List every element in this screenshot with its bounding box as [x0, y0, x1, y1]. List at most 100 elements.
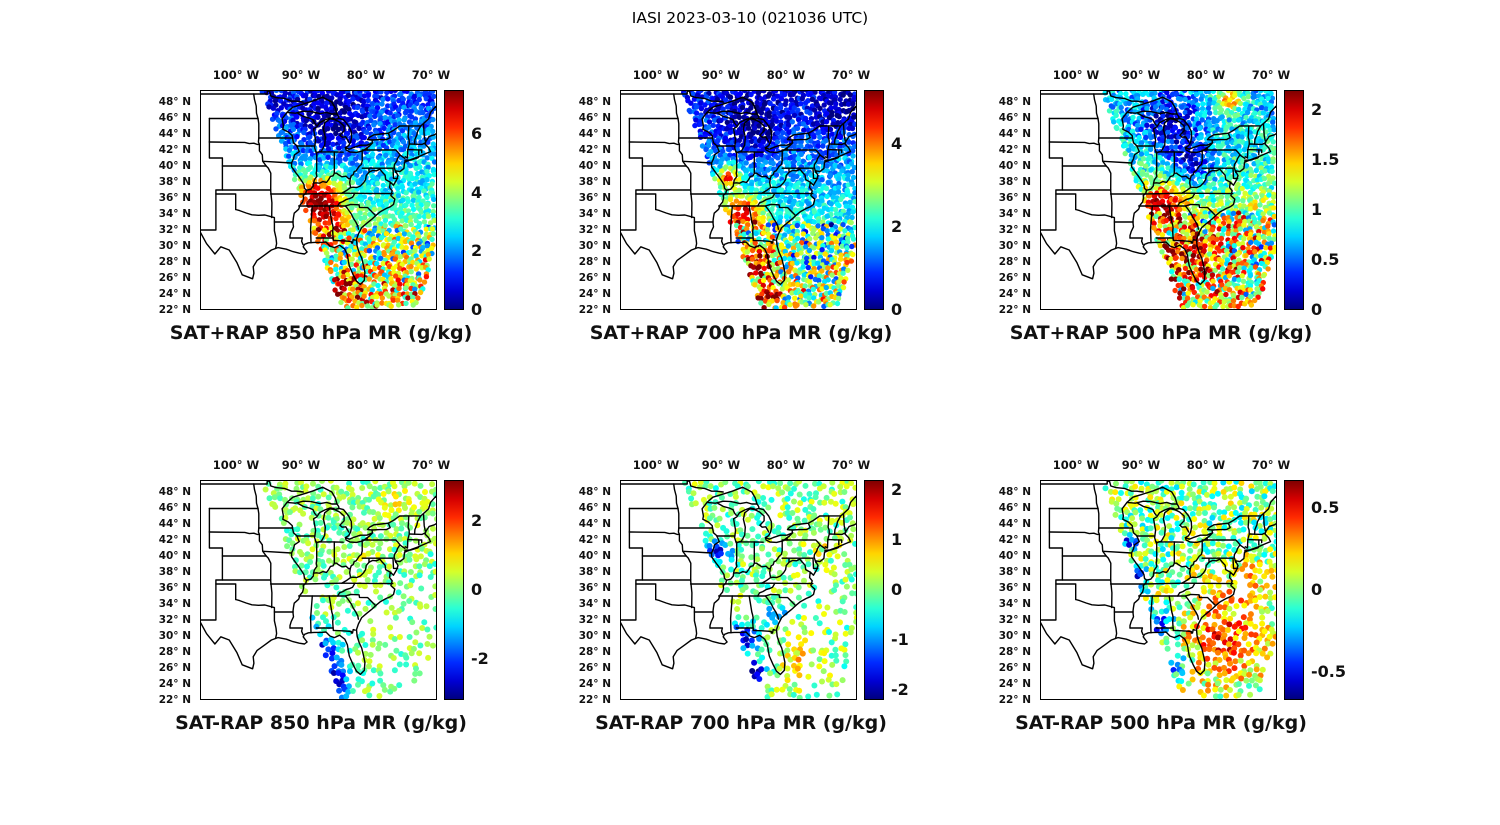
lat-tick-label: 42° N	[578, 144, 611, 156]
map-plot	[200, 480, 437, 700]
lat-tick-label: 38° N	[998, 566, 1031, 578]
lat-tick-label: 46° N	[578, 112, 611, 124]
lat-tick-label: 32° N	[578, 224, 611, 236]
data-dots	[681, 90, 857, 310]
lat-tick-label: 46° N	[998, 502, 1031, 514]
lat-tick-label: 22° N	[998, 694, 1031, 706]
lon-tick-label: 100° W	[632, 458, 680, 472]
lat-tick-label: 28° N	[158, 256, 191, 268]
colorbar	[1284, 480, 1304, 700]
lat-tick-label: 22° N	[158, 304, 191, 316]
lat-tick-label: 28° N	[578, 646, 611, 658]
data-dots	[1102, 90, 1277, 310]
map-plot	[1040, 480, 1277, 700]
lon-tick-label: 70° W	[411, 458, 451, 472]
lat-tick-label: 36° N	[158, 192, 191, 204]
data-dots	[259, 90, 437, 310]
lat-tick-label: 24° N	[578, 288, 611, 300]
panel-title: SAT+RAP 500 hPa MR (g/kg)	[1009, 322, 1313, 344]
colorbar-tick-label: -1	[891, 630, 909, 649]
lat-tick-label: 42° N	[158, 144, 191, 156]
map-plot	[1040, 90, 1277, 310]
panel-title: SAT+RAP 700 hPa MR (g/kg)	[589, 322, 893, 344]
lon-tick-label: 80° W	[766, 68, 806, 82]
colorbar	[864, 90, 884, 310]
panel-sat-plus-rap-850: 100° W 90° W 80° W 70° W 48° N 46° N 44° N 42° …	[125, 55, 524, 390]
lat-tick-label: 26° N	[158, 272, 191, 284]
lat-tick-label: 22° N	[998, 304, 1031, 316]
lat-tick-label: 44° N	[578, 128, 611, 140]
lon-tick-label: 80° W	[1186, 68, 1226, 82]
lon-tick-label: 90° W	[281, 68, 321, 82]
lat-tick-label: 40° N	[158, 160, 191, 172]
lon-tick-label: 80° W	[766, 458, 806, 472]
lat-tick-label: 48° N	[578, 96, 611, 108]
panel-sat-minus-rap-850: 100° W 90° W 80° W 70° W 48° N 46° N 44° N 42° …	[125, 445, 524, 780]
colorbar-tick-label: 1	[891, 530, 903, 549]
lat-tick-label: 26° N	[998, 272, 1031, 284]
colorbar-tick-label: 2	[1311, 100, 1323, 119]
lat-tick-label: 34° N	[578, 598, 611, 610]
data-dots	[1102, 480, 1277, 700]
lat-tick-label: 34° N	[998, 598, 1031, 610]
lat-tick-label: 44° N	[158, 128, 191, 140]
panel-title: SAT+RAP 850 hPa MR (g/kg)	[169, 322, 473, 344]
lat-tick-label: 46° N	[578, 502, 611, 514]
lat-tick-label: 32° N	[578, 614, 611, 626]
lon-tick-label: 80° W	[1186, 458, 1226, 472]
lat-tick-label: 42° N	[578, 534, 611, 546]
state-borders	[620, 90, 857, 286]
lat-tick-label: 26° N	[578, 272, 611, 284]
panel-sat-minus-rap-500: 100° W 90° W 80° W 70° W 48° N 46° N 44° N 42° …	[965, 445, 1364, 780]
colorbar	[864, 480, 884, 700]
colorbar-tick-label: 0	[471, 300, 483, 319]
colorbar-tick-label: 1.5	[1311, 150, 1340, 169]
panel-title: SAT-RAP 500 hPa MR (g/kg)	[1015, 712, 1307, 734]
lat-tick-label: 32° N	[998, 224, 1031, 236]
lat-tick-label: 46° N	[158, 112, 191, 124]
state-borders	[620, 480, 857, 676]
lat-tick-label: 28° N	[158, 646, 191, 658]
lat-tick-label: 46° N	[998, 112, 1031, 124]
colorbar-tick-label: 2	[891, 217, 903, 236]
colorbar-tick-label: 0	[471, 580, 483, 599]
lon-tick-label: 100° W	[632, 68, 680, 82]
lat-tick-label: 40° N	[998, 160, 1031, 172]
lat-tick-label: 34° N	[998, 208, 1031, 220]
lat-tick-label: 24° N	[998, 678, 1031, 690]
colorbar-tick-label: 2	[471, 511, 483, 530]
lat-tick-label: 30° N	[998, 630, 1031, 642]
colorbar-tick-label: -0.5	[1311, 662, 1346, 681]
lat-tick-label: 32° N	[158, 224, 191, 236]
lon-tick-label: 70° W	[1251, 68, 1291, 82]
lat-tick-label: 38° N	[998, 176, 1031, 188]
lat-tick-label: 44° N	[578, 518, 611, 530]
lat-tick-label: 36° N	[998, 582, 1031, 594]
state-borders	[200, 90, 437, 286]
lat-tick-label: 44° N	[158, 518, 191, 530]
lon-tick-label: 90° W	[701, 458, 741, 472]
state-borders	[200, 480, 437, 676]
colorbar	[1284, 90, 1304, 310]
colorbar	[444, 90, 464, 310]
panel-title: SAT-RAP 700 hPa MR (g/kg)	[595, 712, 887, 734]
lat-tick-label: 38° N	[158, 176, 191, 188]
colorbar-tick-label: -2	[891, 680, 909, 699]
lat-tick-label: 28° N	[998, 646, 1031, 658]
lat-tick-label: 44° N	[998, 518, 1031, 530]
lon-tick-label: 70° W	[1251, 458, 1291, 472]
lat-tick-label: 48° N	[998, 486, 1031, 498]
colorbar-tick-label: 0.5	[1311, 498, 1340, 517]
colorbar-tick-label: -2	[471, 649, 489, 668]
lat-tick-label: 24° N	[158, 288, 191, 300]
lat-tick-label: 30° N	[578, 240, 611, 252]
colorbar-tick-label: 6	[471, 124, 483, 143]
lat-tick-label: 32° N	[158, 614, 191, 626]
lon-tick-label: 100° W	[212, 458, 260, 472]
lon-tick-label: 70° W	[831, 68, 871, 82]
colorbar-tick-label: 4	[891, 134, 903, 153]
lon-tick-label: 90° W	[281, 458, 321, 472]
lat-tick-label: 30° N	[998, 240, 1031, 252]
panel-sat-plus-rap-700: 100° W 90° W 80° W 70° W 48° N 46° N 44° N 42° …	[545, 55, 944, 390]
